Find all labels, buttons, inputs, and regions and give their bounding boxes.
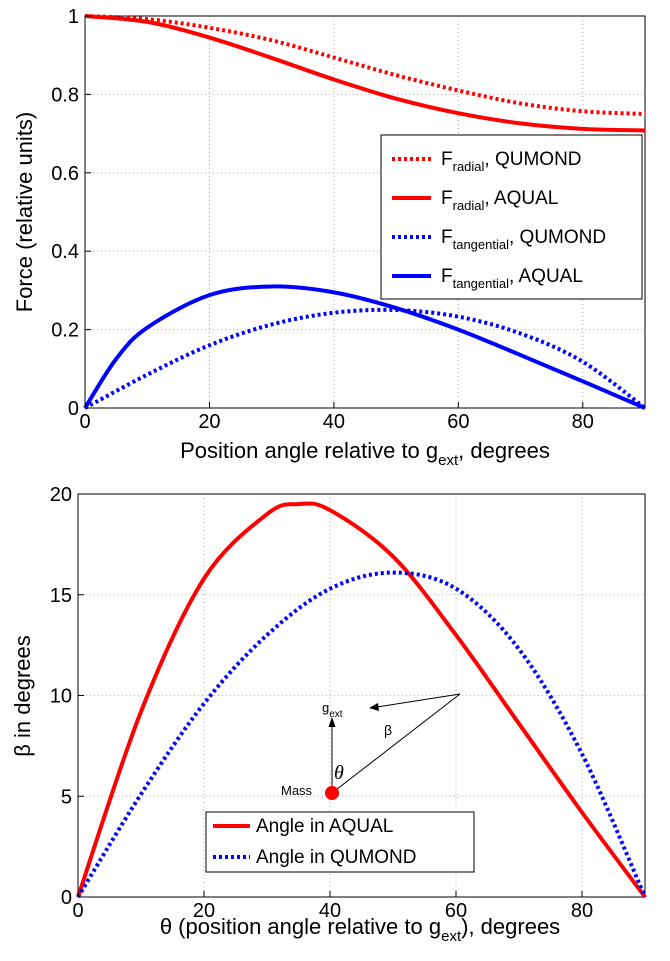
- position-line: [331, 693, 461, 794]
- force-chart: 0 20 40 60 80 0 0.2 0.4 0.6 0.8 1 Force (relative …: [12, 6, 647, 469]
- y-tick-label: 0.2: [51, 320, 79, 342]
- series-line-f-radial-aqual: [84, 14, 646, 133]
- x-axis-label-sub: ext: [441, 928, 462, 945]
- beta-arrowhead: [369, 703, 379, 711]
- y-tick-label: 0: [61, 887, 72, 909]
- y-tick-label: 0.4: [51, 241, 79, 263]
- grid: [78, 494, 645, 897]
- legend-label-tangential-qumond: Ftangential, QUMOND: [441, 227, 606, 252]
- y-tick-label: 10: [50, 686, 72, 708]
- mass-label: Mass: [281, 783, 313, 798]
- series-line-f-radial-qumond: [84, 14, 646, 116]
- series-line-f-tangential-qumond: [84, 307, 647, 410]
- legend-label-radial-aqual: Fradial, AQUAL: [441, 188, 558, 213]
- legend: Fradial, QUMOND Fradial, AQUAL Ftangenti…: [380, 134, 643, 300]
- legend-label-tangential-aqual: Ftangential, AQUAL: [441, 266, 583, 291]
- x-axis-label-tail: ), degrees: [461, 914, 560, 939]
- y-tick-label: 1: [68, 6, 79, 28]
- x-tick-label: 60: [447, 411, 469, 433]
- legend-box: [205, 811, 475, 873]
- y-tick-label: 5: [61, 786, 72, 808]
- x-tick-label: 40: [319, 900, 341, 922]
- beta-angle-chart: 0 20 40 60 80 0 5 10 15 20 Mass gext β θ Angle in…: [10, 484, 647, 945]
- x-axis-label: θ (position angle relative to gext), deg…: [160, 914, 560, 945]
- series-group: [83, 14, 647, 410]
- axis-ticks: 0 20 40 60 80 0 0.2 0.4 0.6 0.8 1: [51, 6, 594, 433]
- mass-marker: [325, 786, 339, 800]
- x-tick-label: 80: [572, 411, 594, 433]
- g-ext-arrowhead: [328, 717, 336, 727]
- inset-diagram: Mass gext β θ: [281, 693, 461, 800]
- x-tick-label: 0: [72, 900, 83, 922]
- g-ext-label: gext: [322, 700, 343, 720]
- x-tick-label: 40: [323, 411, 345, 433]
- series-line-f-tangential-aqual: [83, 284, 646, 410]
- y-tick-label: 0.6: [51, 163, 79, 185]
- x-axis-label-sub: ext: [438, 452, 459, 469]
- x-axis-label: Position angle relative to gext, degrees: [180, 438, 550, 469]
- theta-label: θ: [334, 762, 344, 784]
- x-tick-label: 20: [198, 411, 220, 433]
- series-line-angle-in-qumond: [76, 570, 647, 899]
- series-group: [76, 501, 647, 899]
- y-tick-label: 0.8: [51, 84, 79, 106]
- legend-label-aqual: Angle in AQUAL: [256, 816, 393, 837]
- x-axis-label-tail: , degrees: [458, 438, 550, 463]
- beta-vector: [376, 693, 461, 708]
- y-axis-label: Force (relative units): [12, 112, 37, 313]
- legend: Angle in AQUAL Angle in QUMOND: [205, 811, 475, 873]
- legend-label-qumond: Angle in QUMOND: [256, 847, 417, 868]
- series-line-angle-in-aqual: [76, 501, 647, 899]
- plot-frame: [84, 15, 646, 409]
- x-tick-label: 80: [571, 900, 593, 922]
- legend-box: [380, 134, 643, 300]
- x-tick-label: 20: [193, 900, 215, 922]
- beta-label: β: [384, 722, 392, 738]
- x-axis-label-main: θ (position angle relative to g: [160, 914, 441, 939]
- y-tick-label: 20: [50, 484, 72, 506]
- y-tick-label: 15: [50, 585, 72, 607]
- axis-ticks: 0 20 40 60 80 0 5 10 15 20: [50, 484, 593, 922]
- x-tick-label: 60: [445, 900, 467, 922]
- x-tick-label: 0: [79, 411, 90, 433]
- y-axis-label: β in degrees: [10, 635, 35, 757]
- x-axis-label-main: Position angle relative to g: [180, 438, 438, 463]
- y-tick-label: 0: [68, 398, 79, 420]
- legend-label-radial-qumond: Fradial, QUMOND: [441, 149, 582, 174]
